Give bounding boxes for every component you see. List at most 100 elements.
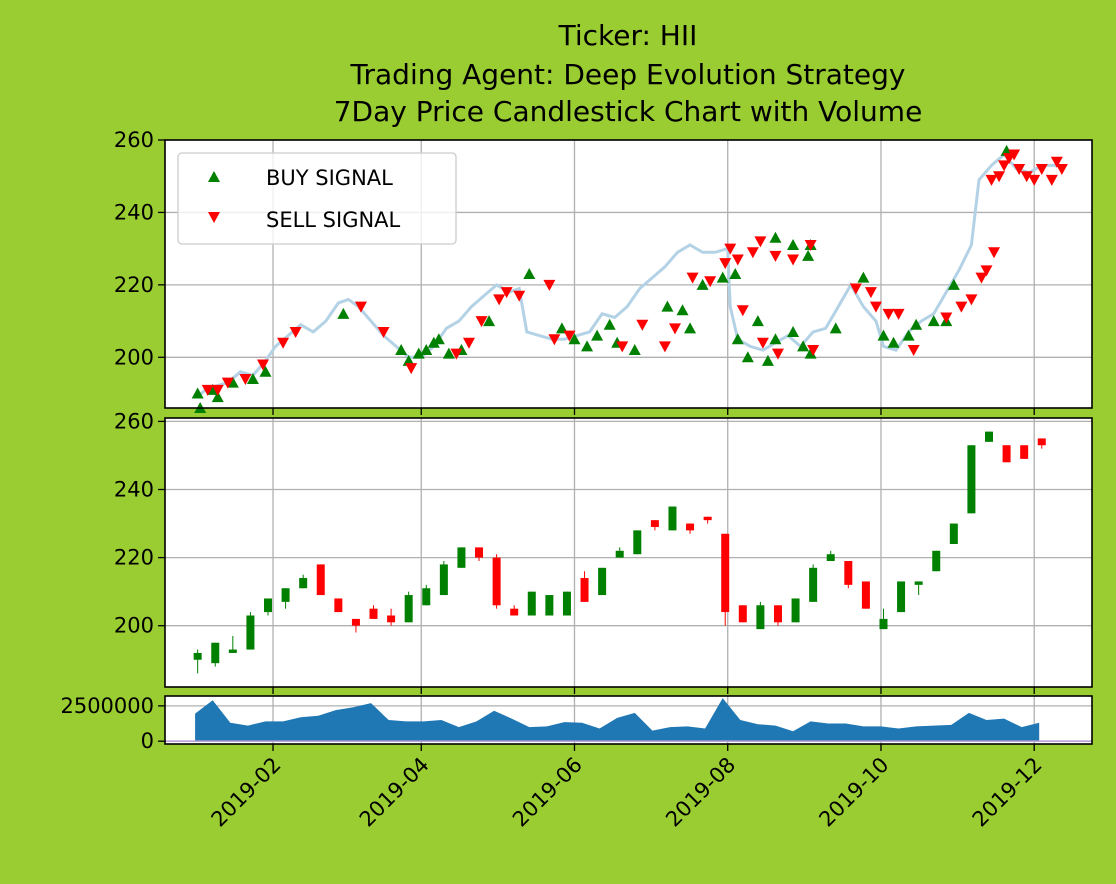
buy-signal-marker (483, 315, 496, 327)
buy-signal-marker (420, 344, 433, 356)
buy-signal-marker (337, 307, 350, 319)
sell-signal-marker (475, 316, 488, 328)
candle-body (721, 533, 730, 613)
candle-body (316, 564, 325, 596)
sell-signal-marker (993, 171, 1006, 183)
volume-area (195, 698, 1040, 742)
candle-body (756, 605, 765, 630)
sell-signal-marker (869, 301, 882, 313)
candle-body (668, 506, 677, 531)
sell-signal-marker (771, 348, 784, 360)
buy-signal-marker (211, 391, 224, 403)
chart-title-line-3: 7Day Price Candlestick Chart with Volume (334, 95, 923, 128)
sell-signal-marker (221, 377, 234, 389)
sell-signal-marker (277, 337, 290, 349)
candle-body (791, 598, 800, 623)
candle-body (844, 561, 853, 585)
legend-sell-marker (208, 212, 220, 223)
sell-signal-marker (1013, 163, 1026, 175)
candle-body (193, 652, 202, 660)
buy-signal-marker (769, 333, 782, 345)
candle-body (861, 581, 870, 609)
candle-body (580, 578, 589, 602)
candle-body (510, 608, 519, 616)
sell-signal-marker (955, 301, 968, 313)
sell-signal-marker (719, 258, 732, 270)
sell-signal-marker (864, 287, 877, 299)
volume-panel: 0 2500000 (60, 694, 1093, 753)
sell-signal-marker (1045, 174, 1058, 186)
candle-body (457, 547, 466, 568)
candle-body (650, 520, 659, 527)
candle-body (809, 567, 818, 602)
candle-body (598, 567, 607, 596)
candlestick-panel: 200 220 240 260 (114, 409, 1093, 694)
buy-signal-marker (412, 347, 425, 359)
candle-body (404, 595, 413, 623)
buy-signal-marker (910, 318, 923, 330)
buy-signal-marker (829, 322, 842, 334)
candle-body (633, 530, 642, 555)
buy-signal-marker (927, 315, 940, 327)
candle-panel-y-tick-label: 220 (114, 546, 154, 570)
buy-signal-marker (676, 304, 689, 316)
candle-body (492, 557, 501, 606)
candle-body (422, 588, 431, 606)
sell-signal-marker (746, 247, 759, 259)
sell-signal-marker (256, 359, 269, 371)
buy-signal-marker (877, 329, 890, 341)
sell-signal-marker (804, 240, 817, 252)
candle-body (914, 581, 923, 585)
buy-signal-marker (432, 333, 445, 345)
sell-signal-marker (704, 276, 717, 288)
sell-signal-marker (769, 250, 782, 262)
sell-signal-marker (211, 384, 224, 396)
buy-signal-marker (802, 249, 815, 261)
sell-signal-marker (1050, 156, 1063, 168)
sell-signal-marker (736, 305, 749, 317)
buy-signal-marker (769, 231, 782, 243)
buy-signal-marker (581, 340, 594, 352)
sell-signal-marker (239, 374, 252, 386)
buy-signal-marker (259, 365, 272, 377)
sell-signal-marker (289, 326, 302, 338)
volume-panel-y-tick-label: 2500000 (60, 694, 154, 718)
buy-signal-marker (716, 271, 729, 283)
sell-signal-marker (616, 341, 629, 353)
sell-signal-marker (1008, 149, 1021, 161)
candle-body (246, 615, 255, 650)
buy-signal-marker (729, 268, 742, 279)
candle-body (369, 608, 378, 619)
buy-signal-marker (684, 322, 697, 334)
buy-signal-marker (628, 344, 641, 356)
candle-body (615, 550, 624, 558)
buy-signal-marker (696, 278, 709, 290)
candle-panel-y-tick-label: 240 (114, 478, 154, 502)
candle-body (897, 581, 906, 613)
buy-signal-marker (947, 278, 960, 290)
candle-body (1020, 445, 1029, 459)
candle-body (439, 564, 448, 596)
sell-signal-marker (731, 254, 744, 266)
sell-signal-marker (201, 384, 214, 396)
buy-signal-marker (751, 315, 764, 327)
candle-body (932, 550, 941, 572)
buy-signal-marker (523, 268, 536, 279)
sell-signal-marker (756, 337, 769, 349)
sell-signal-marker (1028, 174, 1041, 186)
candle-body (475, 547, 484, 558)
candle-body (299, 578, 308, 589)
candle-body (703, 516, 712, 521)
candle-body (773, 605, 782, 623)
sell-signal-marker (988, 247, 1001, 259)
candle-panel-plot-area (165, 418, 1092, 687)
sell-signal-marker (754, 236, 767, 248)
price-panel-y-tick-label: 200 (114, 345, 154, 369)
candle-body (228, 649, 237, 653)
buy-signal-marker (591, 329, 604, 341)
candle-body (281, 588, 290, 602)
sell-signal-marker (668, 323, 681, 335)
candle-body (351, 618, 360, 626)
sell-signal-marker (686, 272, 699, 284)
candle-body (949, 523, 958, 544)
